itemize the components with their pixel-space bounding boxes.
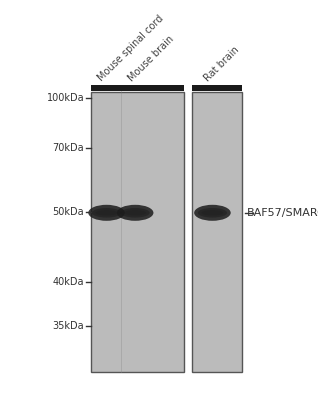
Ellipse shape bbox=[88, 205, 125, 221]
Text: Mouse spinal cord: Mouse spinal cord bbox=[96, 14, 166, 83]
Ellipse shape bbox=[194, 205, 231, 221]
Bar bbox=[91, 92, 184, 372]
Text: 70kDa: 70kDa bbox=[53, 143, 84, 153]
Ellipse shape bbox=[198, 208, 227, 218]
Text: Rat brain: Rat brain bbox=[203, 44, 242, 83]
Ellipse shape bbox=[92, 208, 121, 218]
Ellipse shape bbox=[202, 210, 224, 216]
Ellipse shape bbox=[124, 210, 146, 216]
Ellipse shape bbox=[117, 205, 154, 221]
Text: 40kDa: 40kDa bbox=[53, 277, 84, 287]
Bar bbox=[91, 85, 184, 91]
Bar bbox=[192, 92, 242, 372]
Text: 50kDa: 50kDa bbox=[53, 207, 84, 217]
Ellipse shape bbox=[95, 210, 118, 216]
Text: BAF57/SMARCE1: BAF57/SMARCE1 bbox=[246, 208, 318, 218]
Text: 100kDa: 100kDa bbox=[47, 93, 84, 103]
Bar bbox=[192, 85, 242, 91]
Ellipse shape bbox=[121, 208, 150, 218]
Text: Mouse brain: Mouse brain bbox=[127, 34, 176, 83]
Text: 35kDa: 35kDa bbox=[53, 321, 84, 331]
